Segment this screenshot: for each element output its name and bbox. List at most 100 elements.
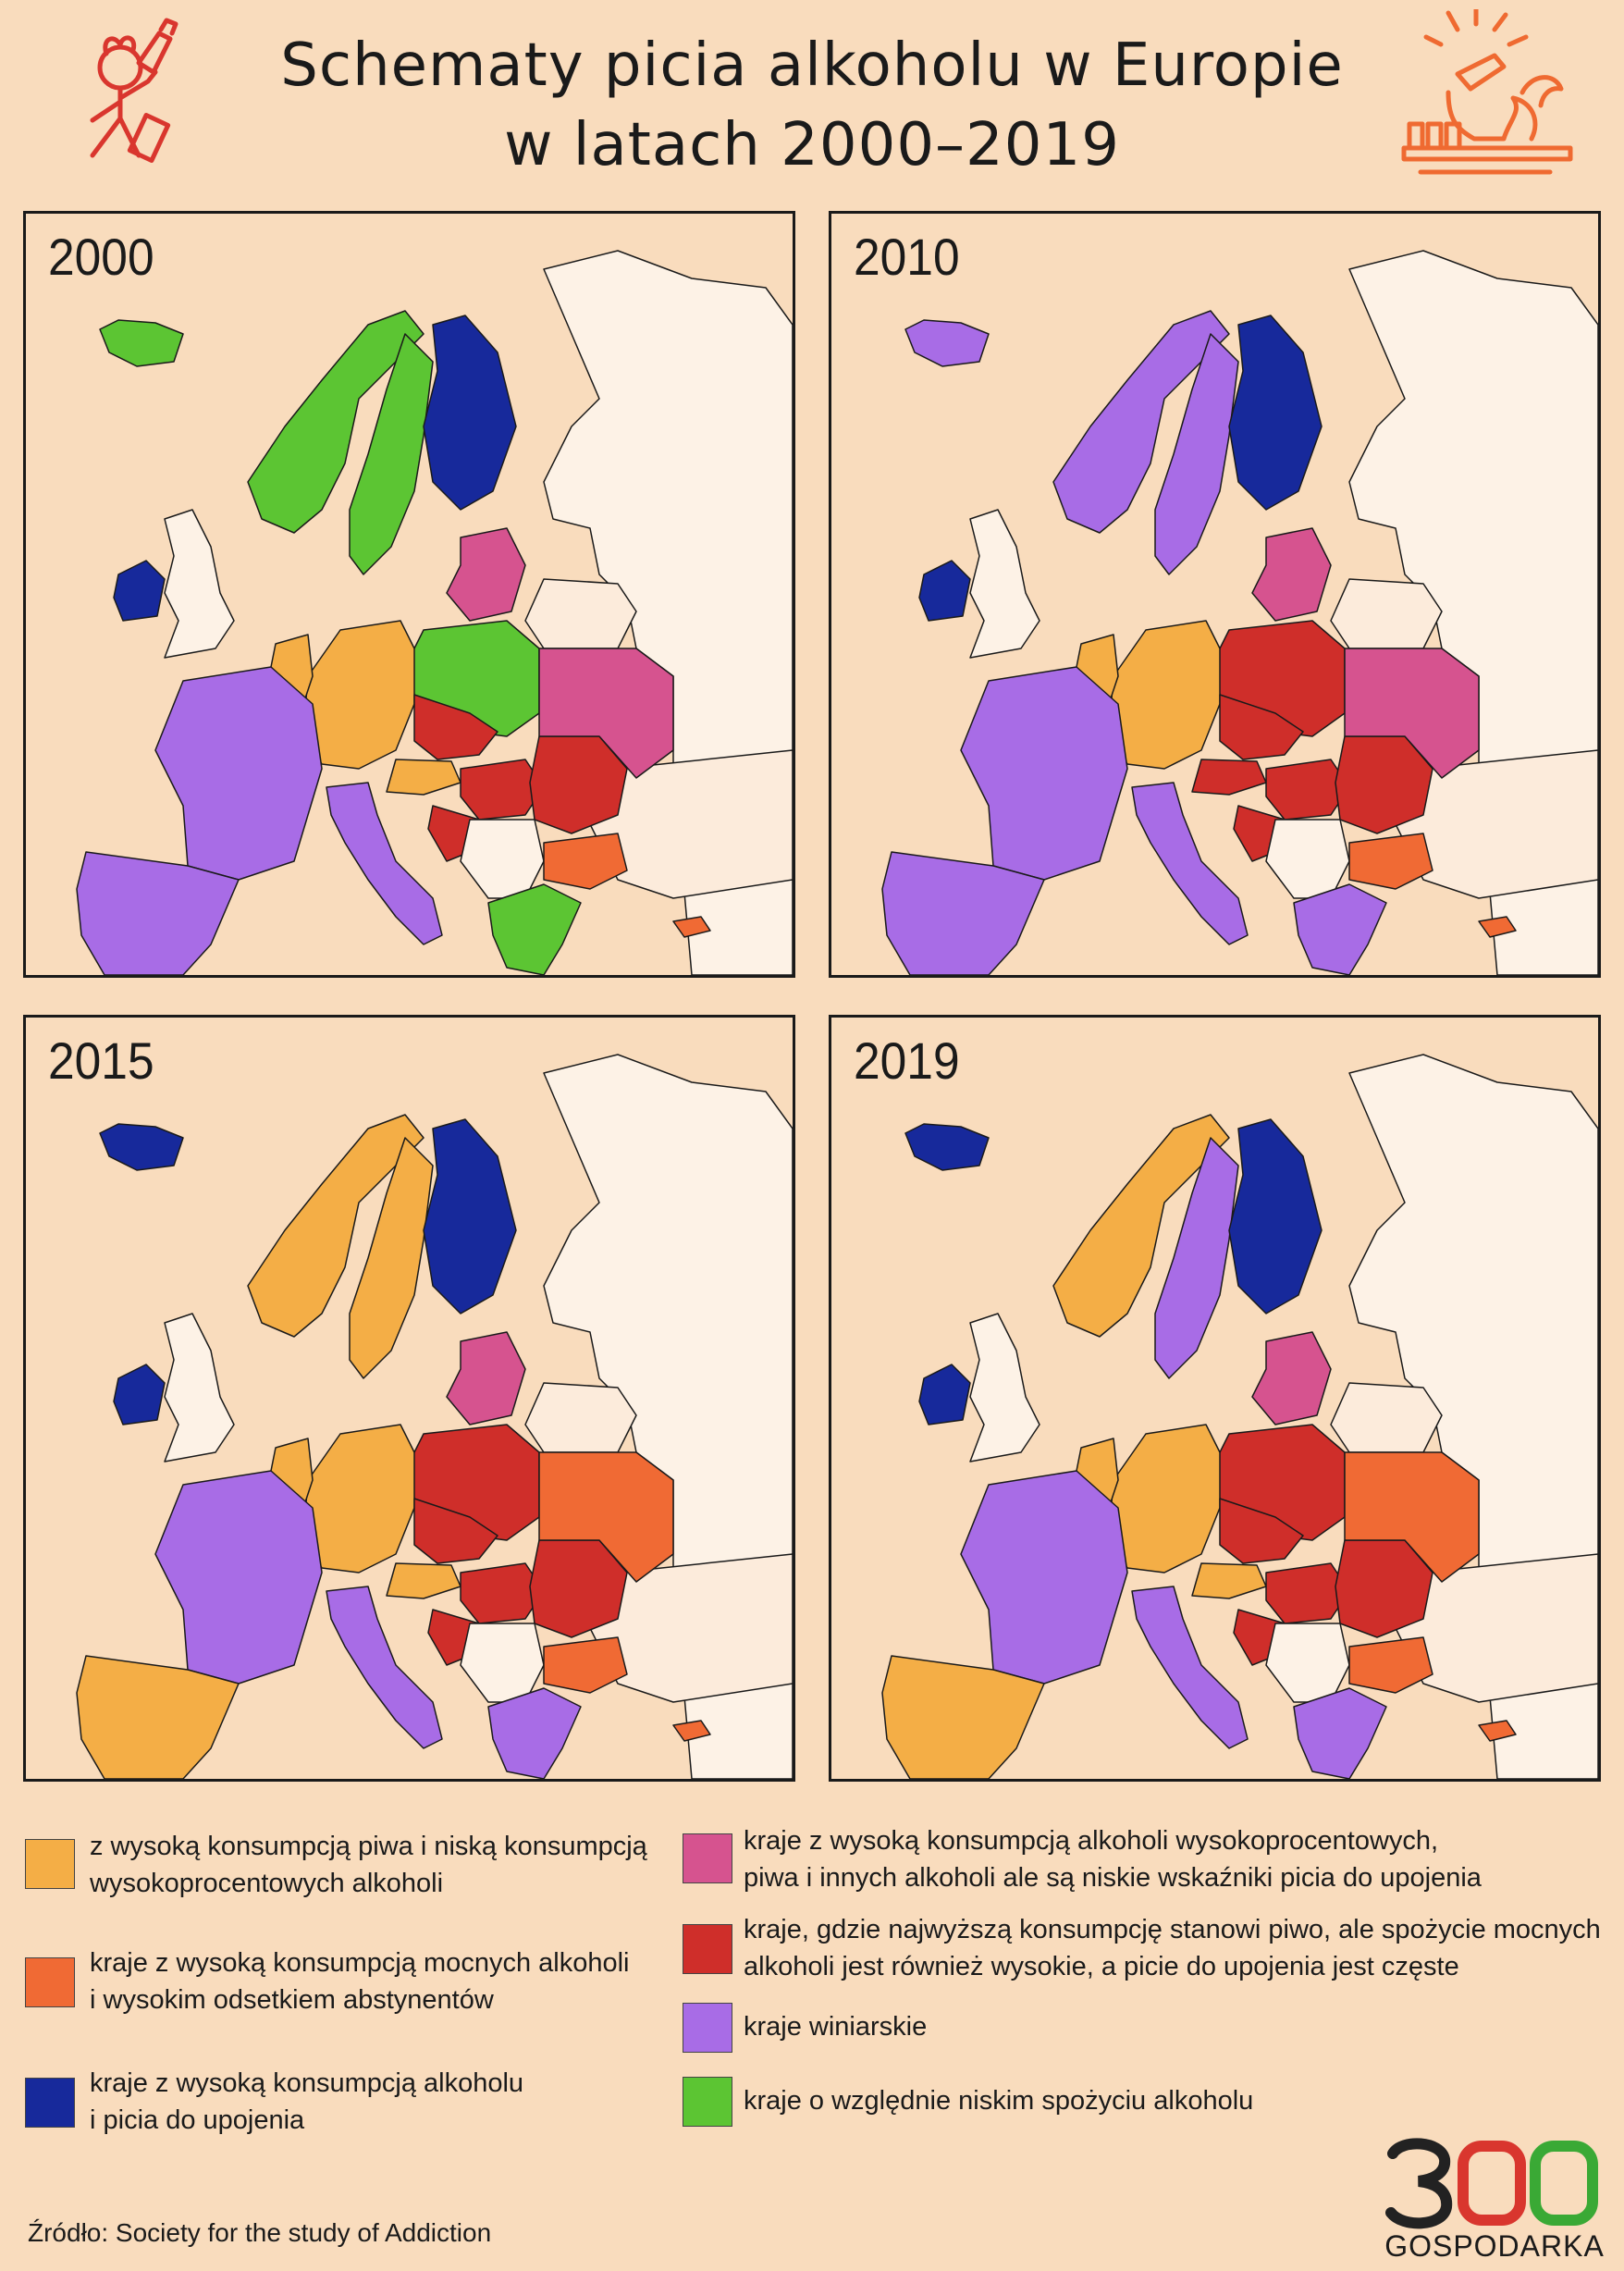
country-iberia bbox=[76, 1655, 240, 1779]
country-greece bbox=[1293, 883, 1387, 975]
country-balkans bbox=[460, 819, 545, 899]
map-panel-2019: 2019 bbox=[829, 1015, 1601, 1782]
map-panel-2000: 2000 bbox=[23, 211, 795, 978]
country-baltics bbox=[446, 527, 526, 622]
country-czech bbox=[413, 1498, 498, 1564]
country-belarus bbox=[1330, 1382, 1443, 1453]
legend-text-line-2: alkoholi jest również wysokie, a picie d… bbox=[744, 1952, 1459, 1981]
country-bulgaria bbox=[543, 833, 628, 890]
country-ireland bbox=[113, 560, 166, 622]
country-france bbox=[154, 1470, 323, 1685]
country-czech bbox=[1219, 1498, 1304, 1564]
europe-map-2010 bbox=[881, 250, 1598, 975]
country-germany bbox=[302, 620, 415, 770]
legend-swatch bbox=[683, 1924, 732, 1974]
country-ireland bbox=[918, 1364, 971, 1426]
bar-counter-icon bbox=[1401, 9, 1573, 175]
country-balkans bbox=[1265, 819, 1350, 899]
title-line-1: Schematy picia alkoholu w Europie bbox=[280, 31, 1344, 100]
country-ukraine bbox=[538, 648, 674, 779]
country-baltics bbox=[446, 1331, 526, 1426]
country-belarus bbox=[524, 1382, 637, 1453]
map-year-label: 2000 bbox=[48, 228, 154, 286]
legend-text-line-1: kraje o względnie niskim spożyciu alkoho… bbox=[744, 2086, 1254, 2116]
logo-300-icon bbox=[1385, 2138, 1598, 2229]
country-czech bbox=[413, 694, 498, 760]
country-italy bbox=[1131, 1586, 1249, 1749]
country-iceland bbox=[904, 319, 990, 367]
country-cyprus bbox=[672, 916, 711, 938]
country-belarus bbox=[524, 578, 637, 649]
country-ukraine bbox=[1344, 648, 1480, 779]
country-sweden bbox=[1154, 333, 1239, 575]
country-france bbox=[154, 666, 323, 881]
title-line-2: w latach 2000–2019 bbox=[504, 111, 1120, 179]
country-iberia bbox=[881, 851, 1045, 975]
legend-swatch bbox=[25, 1839, 75, 1889]
country-uk bbox=[969, 1313, 1040, 1463]
source-note: Źródło: Society for the study of Addicti… bbox=[28, 2218, 492, 2247]
country-uk bbox=[969, 509, 1040, 659]
country-italy bbox=[1131, 782, 1249, 945]
country-balkans bbox=[1265, 1623, 1350, 1703]
legend-text-line-2: piwa i innych alkoholi ale są niskie wsk… bbox=[744, 1863, 1482, 1893]
legend-text-line-1: kraje z wysoką konsumpcją alkoholu bbox=[90, 2068, 524, 2098]
country-finland bbox=[1228, 1118, 1323, 1314]
drinking-figure-icon bbox=[90, 18, 178, 164]
country-austria bbox=[386, 759, 461, 796]
map-year-label: 2010 bbox=[854, 228, 960, 286]
country-cyprus bbox=[672, 1720, 711, 1742]
map-year-label: 2015 bbox=[48, 1031, 154, 1090]
country-cyprus bbox=[1478, 1720, 1517, 1742]
country-ukraine bbox=[1344, 1451, 1480, 1583]
country-norway bbox=[1052, 310, 1230, 534]
europe-map-2000 bbox=[76, 250, 793, 975]
country-austria bbox=[386, 1562, 461, 1599]
country-balkans bbox=[460, 1623, 545, 1703]
country-greece bbox=[487, 1687, 582, 1779]
legend-swatch bbox=[25, 2078, 75, 2128]
legend-text-line-1: z wysoką konsumpcją piwa i niską konsump… bbox=[90, 1832, 647, 1861]
country-germany bbox=[302, 1424, 415, 1574]
country-baltics bbox=[1251, 1331, 1332, 1426]
map-panel-2015: 2015 bbox=[23, 1015, 795, 1782]
country-iceland bbox=[99, 319, 184, 367]
legend-text-line-1: kraje z wysoką konsumpcją mocnych alkoho… bbox=[90, 1948, 630, 1978]
legend-swatch bbox=[683, 2077, 732, 2127]
country-sweden bbox=[349, 1137, 434, 1379]
country-italy bbox=[326, 1586, 443, 1749]
country-belarus bbox=[1330, 578, 1443, 649]
legend-text-line-1: kraje winiarskie bbox=[744, 2012, 928, 2042]
map-year-label: 2019 bbox=[854, 1031, 960, 1090]
legend-text-line-2: wysokoprocentowych alkoholi bbox=[90, 1869, 444, 1898]
map-panel-2010: 2010 bbox=[829, 211, 1601, 978]
country-norway bbox=[247, 1114, 424, 1338]
country-iceland bbox=[904, 1123, 990, 1171]
legend-swatch bbox=[683, 2003, 732, 2053]
country-bulgaria bbox=[1348, 833, 1433, 890]
country-finland bbox=[423, 1118, 517, 1314]
country-iceland bbox=[99, 1123, 184, 1171]
country-bulgaria bbox=[1348, 1636, 1433, 1694]
legend-text-line-2: i wysokim odsetkiem abstynentów bbox=[90, 1985, 494, 2015]
country-greece bbox=[1293, 1687, 1387, 1779]
europe-map-2019 bbox=[881, 1054, 1598, 1779]
country-cyprus bbox=[1478, 916, 1517, 938]
country-hungary bbox=[460, 1562, 545, 1624]
legend-swatch bbox=[25, 1957, 75, 2007]
country-germany bbox=[1108, 1424, 1221, 1574]
country-czech bbox=[1219, 694, 1304, 760]
country-uk bbox=[164, 1313, 235, 1463]
country-greece bbox=[487, 883, 582, 975]
legend-text-line-1: kraje, gdzie najwyższą konsumpcję stanow… bbox=[744, 1915, 1601, 1944]
country-finland bbox=[423, 315, 517, 511]
country-austria bbox=[1191, 759, 1267, 796]
country-uk bbox=[164, 509, 235, 659]
country-hungary bbox=[1265, 759, 1350, 821]
country-ireland bbox=[918, 560, 971, 622]
brand-logo: GOSPODARKA bbox=[1384, 2137, 1606, 2263]
country-france bbox=[960, 1470, 1128, 1685]
country-austria bbox=[1191, 1562, 1267, 1599]
country-italy bbox=[326, 782, 443, 945]
country-bulgaria bbox=[543, 1636, 628, 1694]
